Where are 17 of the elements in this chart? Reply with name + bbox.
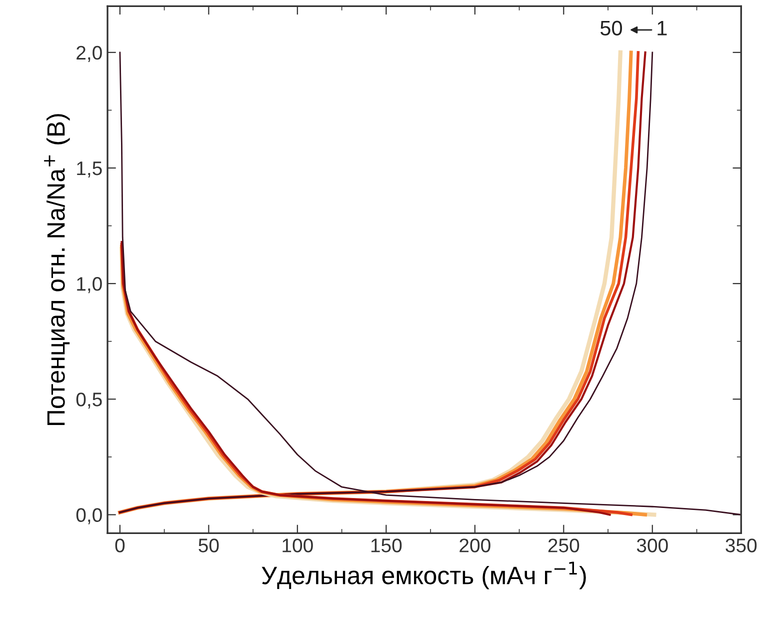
x-tick-label: 0	[115, 538, 125, 552]
y-tick-label: 1,5	[77, 162, 102, 178]
x-tick-label: 100	[282, 538, 313, 552]
y-tick-label: 2,0	[76, 46, 102, 62]
y-axis-title: Потенциал отн. Na/Na$^{+}$ (В)	[44, 114, 70, 426]
x-axis-title: Удельная емкость (мАч г$^{−1}$)	[262, 562, 586, 590]
x-tick-label: 50	[198, 538, 219, 552]
y-tick-label: 0,0	[76, 508, 102, 524]
x-tick-label: 250	[548, 538, 580, 552]
y-tick-label: 1,0	[77, 277, 102, 294]
annotation: 1	[658, 20, 667, 36]
x-tick-label: 350	[726, 538, 757, 552]
x-tick-label: 150	[371, 538, 402, 552]
x-tick-label: 300	[636, 538, 668, 552]
annotation: 50	[600, 20, 622, 36]
y-tick-label: 0,5	[76, 392, 102, 409]
x-tick-label: 200	[460, 538, 490, 552]
